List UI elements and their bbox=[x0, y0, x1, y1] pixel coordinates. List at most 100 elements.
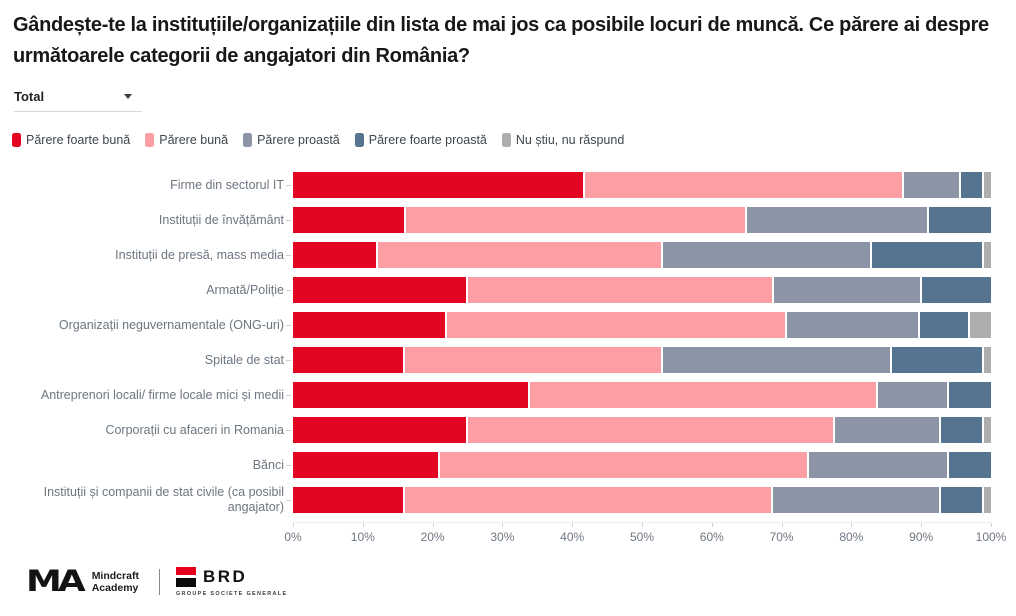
bar-segment[interactable] bbox=[921, 277, 991, 303]
bar-segment[interactable] bbox=[940, 417, 983, 443]
bar-segment[interactable] bbox=[835, 417, 939, 443]
bar-segment[interactable] bbox=[405, 207, 745, 233]
bar-segment[interactable] bbox=[871, 242, 983, 268]
stacked-bar bbox=[293, 312, 991, 338]
bar-segment[interactable] bbox=[984, 487, 992, 513]
legend-label: Părere proastă bbox=[257, 133, 340, 147]
bar-segment[interactable] bbox=[773, 487, 939, 513]
axis-tick-label: 100% bbox=[975, 530, 1007, 544]
bar-segment[interactable] bbox=[928, 207, 991, 233]
bar-segment[interactable] bbox=[440, 452, 808, 478]
bar-segment[interactable] bbox=[530, 382, 877, 408]
bar-segment[interactable] bbox=[405, 487, 772, 513]
axis-tick-mark bbox=[432, 523, 434, 527]
chart-row: Bănci bbox=[0, 452, 1016, 478]
bar-segment[interactable] bbox=[878, 382, 948, 408]
axis-tick-mark bbox=[921, 523, 923, 527]
bar-segment[interactable] bbox=[293, 242, 376, 268]
category-tick bbox=[284, 347, 293, 373]
bar-segment[interactable] bbox=[984, 417, 992, 443]
bar-segment[interactable] bbox=[904, 172, 960, 198]
bar-segment[interactable] bbox=[970, 312, 991, 338]
bar-segment[interactable] bbox=[961, 172, 983, 198]
bar-segment[interactable] bbox=[809, 452, 948, 478]
axis-tick-mark bbox=[362, 523, 364, 527]
bar-segment[interactable] bbox=[662, 347, 891, 373]
bar-segment[interactable] bbox=[468, 277, 773, 303]
category-label: Firme din sectorul IT bbox=[170, 177, 284, 192]
category-tick bbox=[284, 172, 293, 198]
bar-segment[interactable] bbox=[984, 172, 992, 198]
bar-segment[interactable] bbox=[984, 347, 992, 373]
chart-row: Organizații neguvernamentale (ONG-uri) bbox=[0, 312, 1016, 338]
total-filter-dropdown[interactable]: Total bbox=[14, 87, 142, 112]
category-label: Armată/Poliție bbox=[206, 282, 284, 297]
chart-row: Instituții și companii de stat civile (c… bbox=[0, 485, 1016, 514]
bar-segment[interactable] bbox=[774, 277, 920, 303]
bar-segment[interactable] bbox=[467, 417, 834, 443]
bar-segment[interactable] bbox=[940, 487, 983, 513]
chart-row: Spitale de stat bbox=[0, 347, 1016, 373]
category-tick bbox=[284, 487, 293, 513]
axis-tick-label: 70% bbox=[769, 530, 794, 544]
chart-rows: Firme din sectorul IT Instituții de învăț… bbox=[0, 172, 1016, 514]
bar-segment[interactable] bbox=[293, 172, 583, 198]
bar-segment[interactable] bbox=[949, 382, 991, 408]
brd-wordmark: BRD bbox=[202, 567, 248, 586]
axis-tick-mark bbox=[293, 523, 294, 527]
stacked-bar bbox=[293, 417, 992, 443]
chevron-down-icon bbox=[124, 94, 132, 99]
filter-selected-value: Total bbox=[14, 89, 45, 104]
category-tick bbox=[284, 207, 293, 233]
bar-segment[interactable] bbox=[584, 172, 903, 198]
legend-item: Părere foarte proastă bbox=[354, 133, 487, 147]
bar-segment[interactable] bbox=[892, 347, 983, 373]
axis-tick-label: 0% bbox=[284, 530, 302, 544]
bar-segment[interactable] bbox=[293, 382, 529, 408]
x-axis: 0% 10% 20% 30% 40% 50% 60% 70% 80% 90% 100% bbox=[284, 522, 1006, 546]
category-tick bbox=[284, 382, 293, 408]
category-tick bbox=[284, 417, 293, 443]
category-label: Instituții de presă, mass media bbox=[115, 247, 284, 262]
stacked-bar-chart: Firme din sectorul IT Instituții de învăț… bbox=[0, 172, 1016, 546]
bar-segment[interactable] bbox=[293, 452, 439, 478]
bar-segment[interactable] bbox=[293, 277, 466, 303]
legend-item: Părere proastă bbox=[243, 133, 340, 147]
bar-segment[interactable] bbox=[786, 312, 918, 338]
legend-label: Părere foarte proastă bbox=[368, 133, 487, 147]
category-tick bbox=[284, 452, 293, 478]
category-label: Instituții de învățământ bbox=[158, 212, 284, 227]
bar-segment[interactable] bbox=[293, 417, 466, 443]
category-label: Corporații cu afaceri in Romania bbox=[105, 422, 284, 437]
bar-segment[interactable] bbox=[377, 242, 661, 268]
bar-segment[interactable] bbox=[919, 312, 969, 338]
stacked-bar bbox=[293, 382, 991, 408]
chart-row: Firme din sectorul IT bbox=[0, 172, 1016, 198]
bar-segment[interactable] bbox=[446, 312, 785, 338]
bar-segment[interactable] bbox=[746, 207, 927, 233]
brd-logo: BRD GROUPE SOCIETE GENERALE bbox=[175, 567, 288, 597]
bar-segment[interactable] bbox=[405, 347, 661, 373]
axis-tick-label: 20% bbox=[420, 530, 445, 544]
bar-segment[interactable] bbox=[293, 312, 445, 338]
bar-segment[interactable] bbox=[984, 242, 992, 268]
category-label: Bănci bbox=[252, 457, 284, 472]
bar-segment[interactable] bbox=[293, 207, 404, 233]
axis-tick-label: 30% bbox=[490, 530, 515, 544]
legend-swatch bbox=[354, 133, 364, 147]
bar-segment[interactable] bbox=[293, 347, 404, 373]
bar-segment[interactable] bbox=[293, 487, 404, 513]
legend-item: Părere bună bbox=[145, 133, 228, 147]
mindcraft-academy-logo: MA bbox=[26, 564, 86, 599]
bar-segment[interactable] bbox=[949, 452, 991, 478]
stacked-bar bbox=[293, 277, 991, 303]
axis-tick-mark bbox=[711, 523, 713, 527]
legend-item: Nu știu, nu răspund bbox=[501, 133, 624, 147]
axis-tick-mark bbox=[781, 523, 783, 527]
brd-subtitle: GROUPE SOCIETE GENERALE bbox=[175, 591, 288, 597]
axis-tick-label: 80% bbox=[839, 530, 864, 544]
legend-item: Părere foarte bună bbox=[12, 133, 130, 147]
axis-tick-label: 40% bbox=[560, 530, 585, 544]
bar-segment[interactable] bbox=[662, 242, 870, 268]
chart-row: Armată/Poliție bbox=[0, 277, 1016, 303]
